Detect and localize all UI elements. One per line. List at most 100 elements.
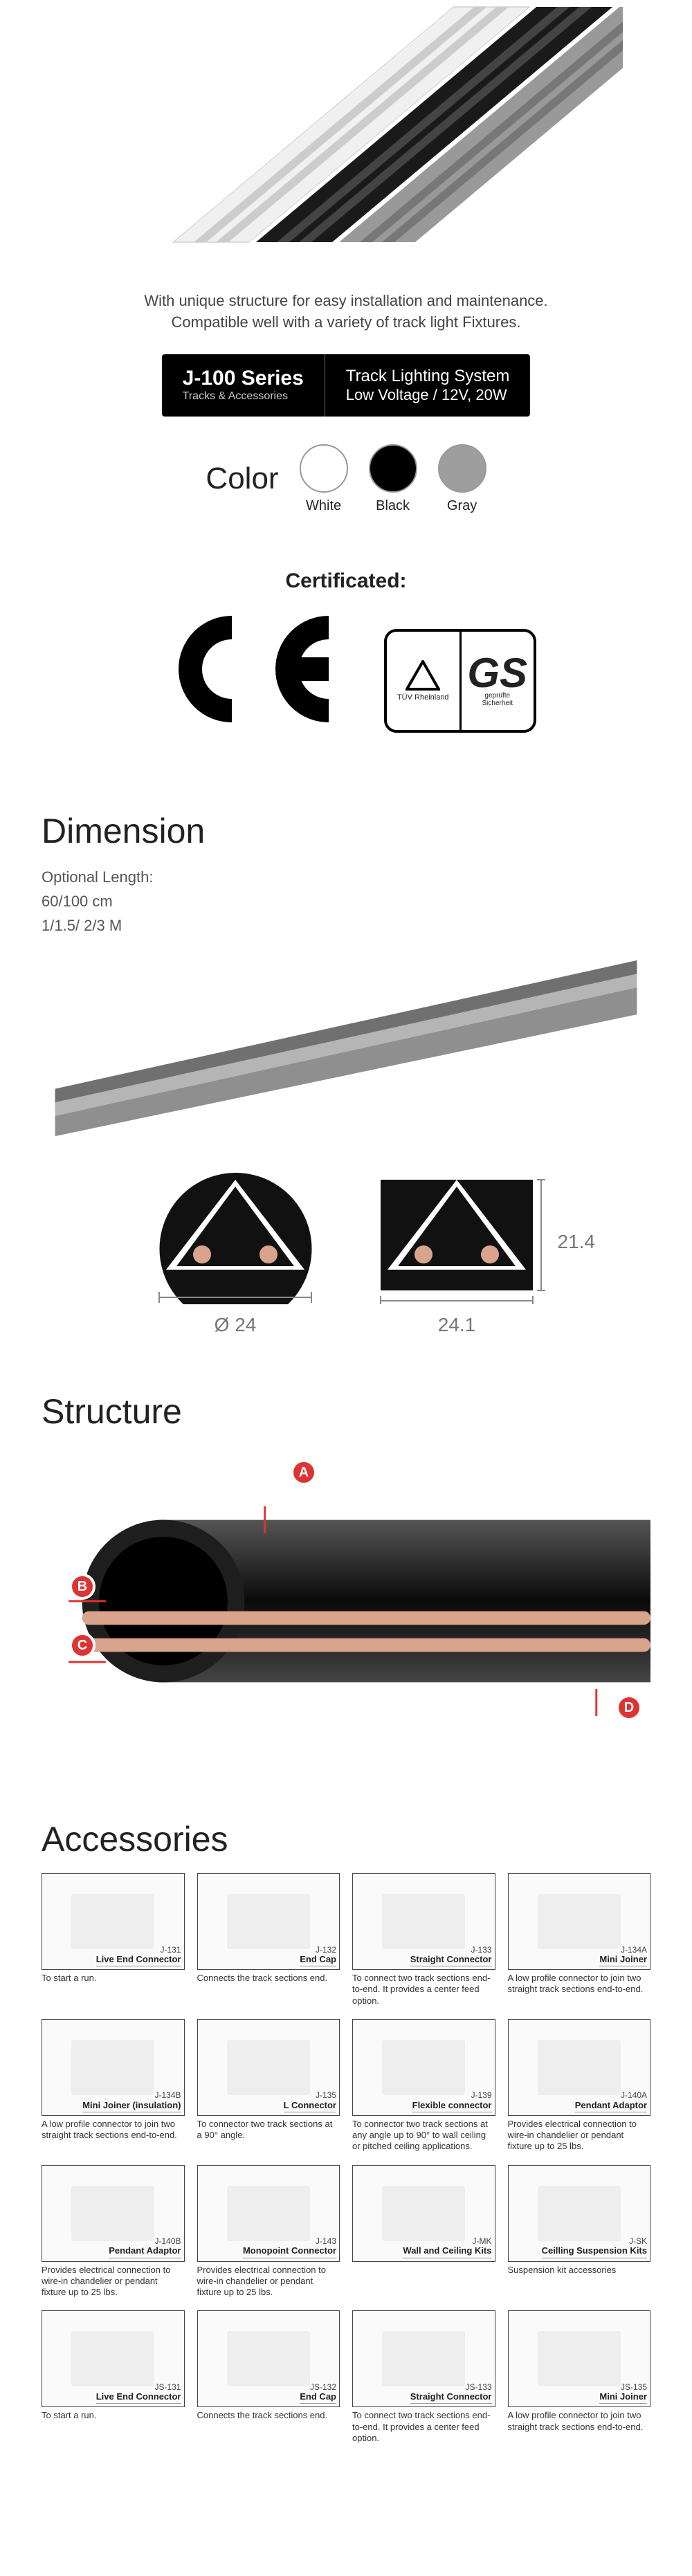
swatch-gray: Gray: [438, 444, 486, 514]
accessory-image: J-MKWall and Ceiling Kits: [352, 2165, 495, 2262]
dim-height: 21.4: [558, 1231, 596, 1253]
accessories-title: Accessories: [42, 1819, 650, 1859]
accessory-name: Live End Connector: [96, 2392, 181, 2402]
structure-point-b: B: [69, 1573, 95, 1600]
accessory-cell: J-139Flexible connector To connector two …: [352, 2019, 495, 2153]
accessory-cell: J-133Straight Connector To connect two tr…: [352, 1873, 495, 2007]
accessory-cell: JS-131Live End Connector To start a run.: [42, 2310, 185, 2444]
dimension-long-track-render: [42, 958, 650, 1138]
hero-track-render: [55, 0, 637, 277]
accessory-sku: J-131: [96, 1946, 181, 1955]
accessory-sku: J-133: [410, 1946, 492, 1955]
swatch-name: White: [306, 498, 341, 514]
accessory-label: J-SKCeilling Suspension Kits: [542, 2237, 647, 2258]
accessory-name: L Connector: [284, 2101, 336, 2110]
accessory-desc: To connect two track sections end-to-end…: [352, 1973, 495, 2007]
swatch-name: Gray: [447, 498, 477, 514]
accessory-desc: To start a run.: [42, 2410, 185, 2433]
accessory-desc: A low profile connector to join two stra…: [42, 2119, 185, 2142]
badge-series-sub: Tracks & Accessories: [183, 390, 304, 403]
accessory-desc: [352, 2265, 495, 2288]
accessory-name: Ceilling Suspension Kits: [542, 2246, 647, 2256]
accessory-sku: J-134A: [599, 1946, 647, 1955]
dim-width: 24.1: [438, 1314, 476, 1336]
swatch-name: Black: [376, 498, 410, 514]
accessory-image: J-131Live End Connector: [42, 1873, 185, 1970]
badge-series: J-100 Series: [183, 367, 304, 390]
color-label: Color: [206, 462, 278, 496]
accessory-image: J-132End Cap: [197, 1873, 340, 1970]
cert-row: TÜV Rheinland GS geprüfteSicherheit: [55, 614, 637, 749]
accessory-name: Mini Joiner (insulation): [82, 2101, 181, 2110]
accessory-name: Straight Connector: [410, 2392, 492, 2402]
badge-spec: Low Voltage / 12V, 20W: [346, 386, 510, 404]
accessory-image: J-135L Connector: [197, 2019, 340, 2116]
gs-mark-icon: TÜV Rheinland GS geprüfteSicherheit: [384, 629, 536, 733]
accessory-cell: JS-133Straight ConnectorTo connect two t…: [352, 2310, 495, 2444]
structure-point-a: A: [291, 1459, 317, 1486]
accessory-desc: Connects the track sections end.: [197, 1973, 340, 1996]
dimension-title: Dimension: [42, 811, 650, 851]
accessory-name: Pendant Adaptor: [575, 2101, 647, 2110]
accessory-desc: To connector two track sections at a 90°…: [197, 2119, 340, 2142]
accessory-image: J-134BMini Joiner (insulation): [42, 2019, 185, 2116]
accessory-name: End Cap: [300, 2392, 336, 2402]
accessory-cell: J-140BPendant AdaptorProvides electrical…: [42, 2165, 185, 2299]
accessory-image: J-133Straight Connector: [352, 1873, 495, 1970]
accessory-name: Flexible connector: [412, 2101, 492, 2110]
accessory-cell: JS-132End CapConnects the track sections…: [197, 2310, 340, 2444]
accessory-label: J-135L Connector: [284, 2091, 336, 2112]
accessory-desc: To connect two track sections end-to-end…: [352, 2410, 495, 2444]
accessory-cell: J-MKWall and Ceiling Kits: [352, 2165, 495, 2299]
accessory-label: JS-131Live End Connector: [96, 2383, 181, 2404]
accessory-cell: J-134BMini Joiner (insulation) A low prof…: [42, 2019, 185, 2153]
accessories-grid: J-131Live End ConnectorTo start a run.J-…: [42, 1873, 650, 2444]
accessory-label: J-MKWall and Ceiling Kits: [403, 2237, 491, 2258]
dim-opt1: 60/100 cm: [42, 893, 113, 910]
hero-desc-line2: Compatible well with a variety of track …: [172, 313, 521, 331]
accessory-image: J-SKCeilling Suspension Kits: [508, 2165, 651, 2262]
accessory-cell: J-143Monopoint Connector Provides electri…: [197, 2165, 340, 2299]
badge-system: Track Lighting System: [346, 367, 510, 386]
accessory-label: J-131Live End Connector: [96, 1946, 181, 1966]
accessory-name: End Cap: [300, 1955, 336, 1964]
accessory-desc: To connector two track sections at any a…: [352, 2119, 495, 2153]
accessory-desc: Provides electrical connection to wire-i…: [197, 2265, 340, 2299]
accessory-name: Pendant Adaptor: [109, 2246, 181, 2256]
accessory-name: Live End Connector: [96, 1955, 181, 1964]
accessory-image: JS-133Straight Connector: [352, 2310, 495, 2407]
accessory-label: JS-135Mini Joiner: [599, 2383, 647, 2404]
structure-point-c: C: [69, 1632, 95, 1659]
dimension-text: Optional Length: 60/100 cm 1/1.5/ 2/3 M: [42, 865, 650, 938]
series-badge: J-100 Series Tracks & Accessories Track …: [162, 354, 531, 417]
accessory-sku: J-140A: [575, 2091, 647, 2100]
accessory-desc: A low profile connector to join two stra…: [508, 1973, 651, 1996]
accessory-label: J-143Monopoint Connector: [243, 2237, 336, 2258]
ce-mark-icon: [156, 614, 349, 749]
structure-title: Structure: [42, 1391, 650, 1432]
accessory-image: JS-131Live End Connector: [42, 2310, 185, 2407]
accessory-cell: JS-135Mini JoinerA low profile connector…: [508, 2310, 651, 2444]
accessory-sku: J-132: [300, 1946, 336, 1955]
accessory-cell: J-135L Connector To connector two track s…: [197, 2019, 340, 2153]
gs-sub: geprüfteSicherheit: [482, 692, 513, 707]
accessory-cell: J-140APendant AdaptorProvides electrical…: [508, 2019, 651, 2153]
accessory-sku: J-135: [284, 2091, 336, 2100]
accessory-image: J-140APendant Adaptor: [508, 2019, 651, 2116]
accessory-image: JS-135Mini Joiner: [508, 2310, 651, 2407]
dim-diameter: Ø 24: [215, 1314, 257, 1336]
accessory-image: J-140BPendant Adaptor: [42, 2165, 185, 2262]
accessory-image: J-134AMini Joiner: [508, 1873, 651, 1970]
accessory-label: JS-132End Cap: [300, 2383, 336, 2404]
accessory-sku: J-139: [412, 2091, 492, 2100]
accessory-label: J-132End Cap: [300, 1946, 336, 1966]
structure-point-d: D: [616, 1695, 642, 1721]
hero-desc-line1: With unique structure for easy installat…: [144, 292, 547, 309]
swatch-circle-black: [369, 444, 417, 493]
accessory-desc: Provides electrical connection to wire-i…: [508, 2119, 651, 2153]
accessory-label: J-133Straight Connector: [410, 1946, 492, 1966]
color-options-row: Color White Black Gray: [55, 444, 637, 514]
hero-description: With unique structure for easy installat…: [55, 291, 637, 334]
accessory-image: JS-132End Cap: [197, 2310, 340, 2407]
accessory-name: Straight Connector: [410, 1955, 492, 1964]
